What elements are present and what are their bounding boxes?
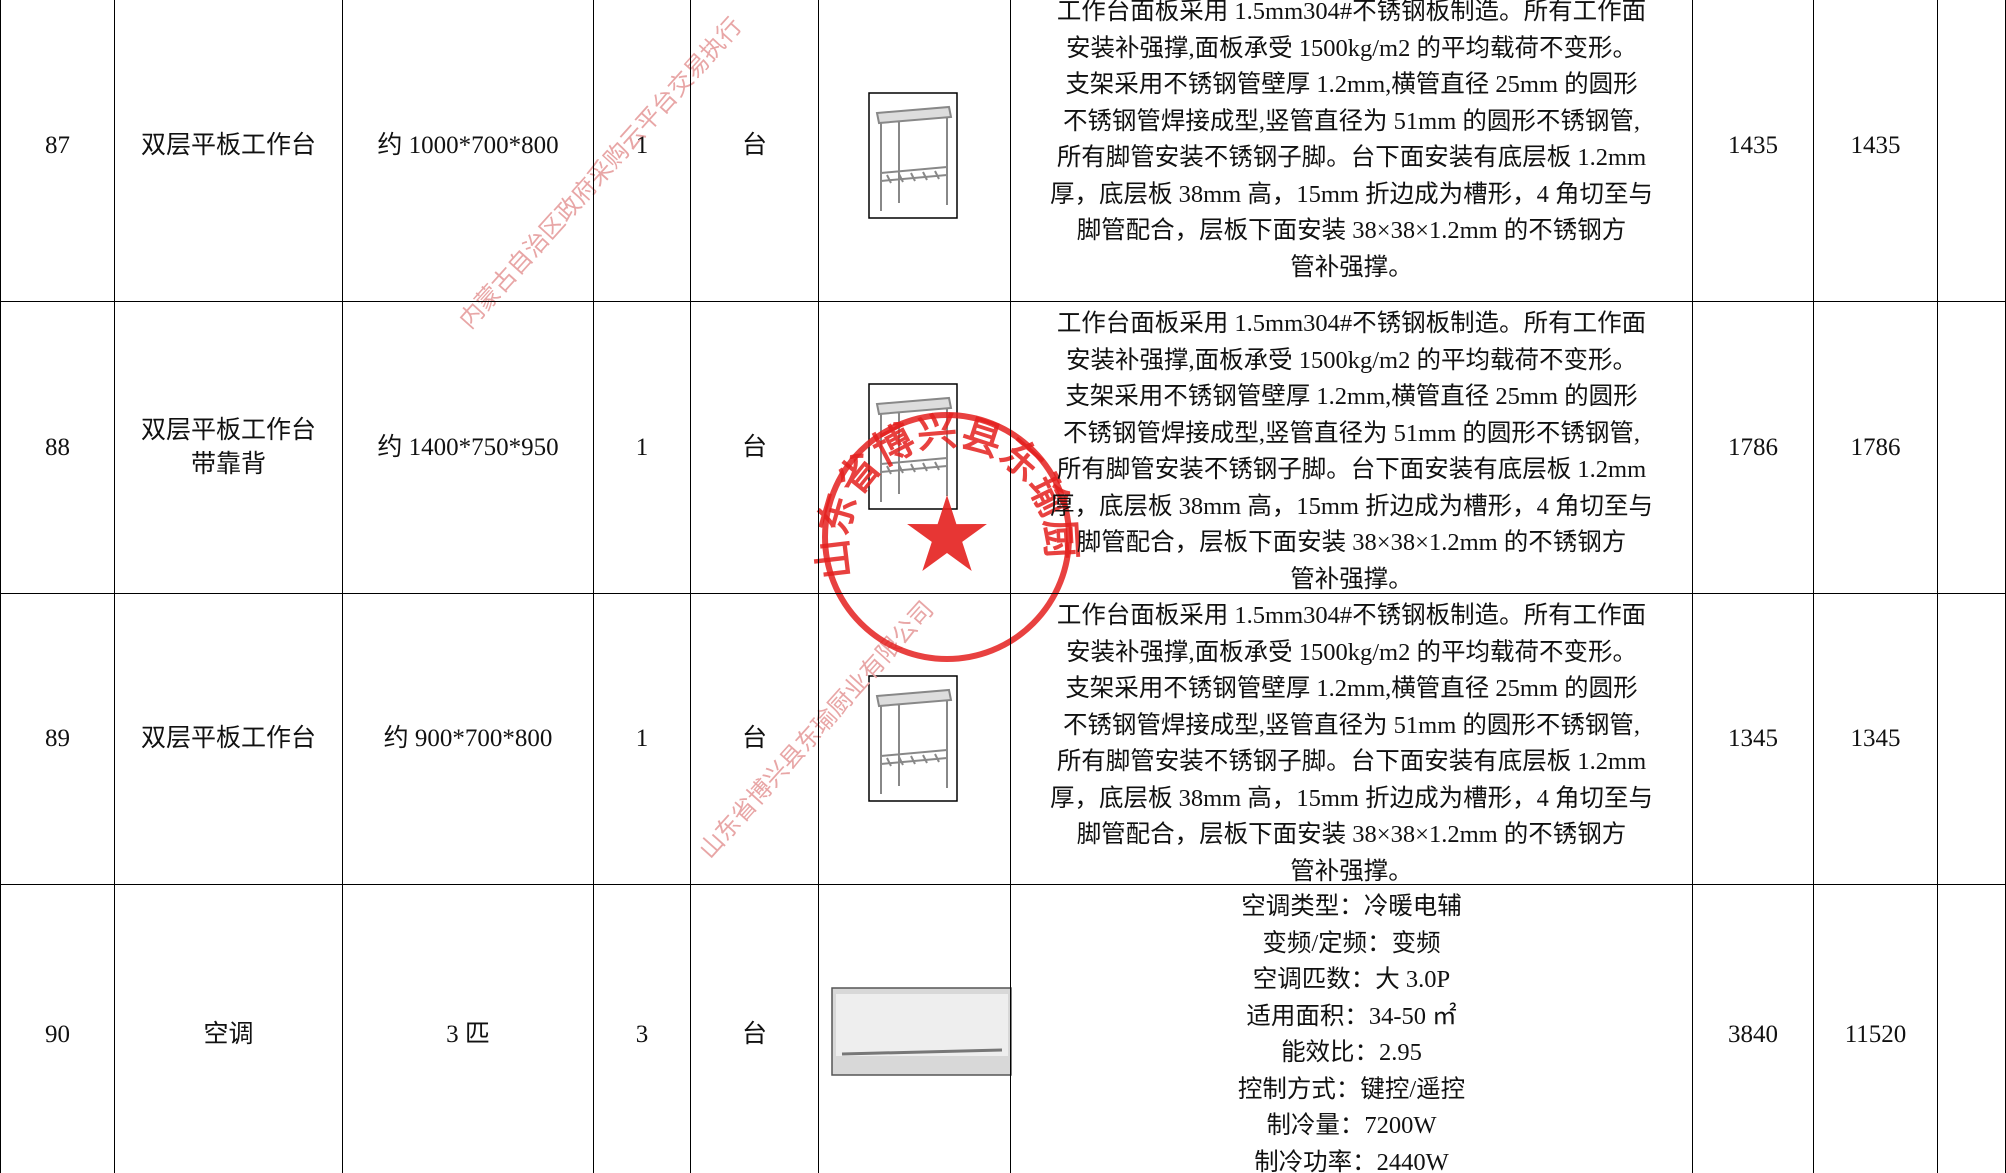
cell-no: 88 bbox=[0, 302, 115, 594]
description-line: 工作台面板采用 1.5mm304#不锈钢板制造。所有工作面 bbox=[1056, 0, 1647, 25]
description-line: 控制方式：键控/遥控 bbox=[1237, 1075, 1466, 1103]
description-line: 管补强撑。 bbox=[1290, 253, 1413, 281]
cell-description: 工作台面板采用 1.5mm304#不锈钢板制造。所有工作面 安装补强撑,面板承受 … bbox=[1011, 0, 1693, 302]
description-line: 安装补强撑,面板承受 1500kg/m2 的平均载荷不变形。 bbox=[1066, 638, 1637, 666]
cell-qty: 3 bbox=[594, 885, 691, 1173]
description-line: 所有脚管安装不锈钢子脚。台下面安装有底层板 1.2mm bbox=[1056, 144, 1647, 171]
description-line: 制冷量：7200W bbox=[1266, 1112, 1437, 1139]
cell-name: 空调 bbox=[115, 885, 343, 1173]
cell-price: 1786 bbox=[1693, 302, 1814, 594]
description-line: 所有脚管安装不锈钢子脚。台下面安装有底层板 1.2mm bbox=[1056, 456, 1647, 483]
name-line: 双层平板工作台 bbox=[140, 416, 316, 444]
cell-price: 1345 bbox=[1693, 594, 1814, 885]
name-line: 双层平板工作台 bbox=[140, 131, 316, 159]
cell bbox=[819, 302, 1011, 594]
description-line: 制冷功率：2440W bbox=[1254, 1148, 1449, 1173]
description-line: 脚管配合，层板下面安装 38×38×1.2mm 的不锈钢方 bbox=[1076, 821, 1627, 848]
name-line: 双层平板工作台 bbox=[140, 725, 316, 752]
description-line: 适用面积：34-50 ㎡ bbox=[1246, 1002, 1457, 1030]
cell-name: 双层平板工作台 bbox=[115, 0, 343, 302]
description-line: 厚，底层板 38mm 高，15mm 折边成为槽形，4 角切至与 bbox=[1050, 492, 1653, 520]
description-line: 安装补强撑,面板承受 1500kg/m2 的平均载荷不变形。 bbox=[1066, 34, 1637, 62]
cell-spec: 约 1400*750*950 bbox=[343, 302, 594, 594]
cell-qty: 1 bbox=[594, 302, 691, 594]
cell-total: 11520 bbox=[1814, 885, 1938, 1173]
description-line: 所有脚管安装不锈钢子脚。台下面安装有底层板 1.2mm bbox=[1056, 748, 1647, 775]
cell-no: 89 bbox=[0, 594, 115, 885]
cell-price: 1435 bbox=[1693, 0, 1814, 302]
cell-spec: 约 1000*700*800 bbox=[343, 0, 594, 302]
description-line: 厚，底层板 38mm 高，15mm 折边成为槽形，4 角切至与 bbox=[1050, 180, 1653, 208]
cell-spec: 3 匹 bbox=[343, 885, 594, 1173]
description-line: 管补强撑。 bbox=[1290, 565, 1413, 593]
cell-name: 双层平板工作台 带靠背 bbox=[115, 302, 343, 594]
description-line: 厚，底层板 38mm 高，15mm 折边成为槽形，4 角切至与 bbox=[1050, 784, 1653, 812]
cell bbox=[819, 0, 1011, 302]
cell-qty: 1 bbox=[594, 594, 691, 885]
description-line: 工作台面板采用 1.5mm304#不锈钢板制造。所有工作面 bbox=[1056, 310, 1647, 337]
cell-unit: 台 bbox=[691, 885, 819, 1173]
description-line: 脚管配合，层板下面安装 38×38×1.2mm 的不锈钢方 bbox=[1076, 217, 1627, 244]
description-line: 管补强撑。 bbox=[1290, 857, 1413, 885]
cell-spec: 约 900*700*800 bbox=[343, 594, 594, 885]
cell bbox=[1938, 0, 2006, 302]
cell-description: 空调类型：冷暖电辅 变频/定频：变频 空调匹数：大 3.0P 适用面积：34-50 ㎡… bbox=[1011, 885, 1693, 1173]
cell-no: 87 bbox=[0, 0, 115, 302]
cell bbox=[819, 594, 1011, 885]
cell bbox=[1938, 885, 2006, 1173]
name-line: 带靠背 bbox=[190, 450, 266, 478]
cell-unit: 台 bbox=[691, 302, 819, 594]
cell-total: 1345 bbox=[1814, 594, 1938, 885]
cell-total: 1435 bbox=[1814, 0, 1938, 302]
description-line: 支架采用不锈钢管壁厚 1.2mm,横管直径 25mm 的圆形 bbox=[1065, 675, 1638, 702]
cell-no: 90 bbox=[0, 885, 115, 1173]
description-line: 支架采用不锈钢管壁厚 1.2mm,横管直径 25mm 的圆形 bbox=[1065, 71, 1638, 98]
cell bbox=[1938, 302, 2006, 594]
cell-unit: 台 bbox=[691, 594, 819, 885]
cell-description: 工作台面板采用 1.5mm304#不锈钢板制造。所有工作面 安装补强撑,面板承受 … bbox=[1011, 594, 1693, 885]
description-line: 空调类型：冷暖电辅 bbox=[1241, 893, 1462, 920]
cell-qty: 1 bbox=[594, 0, 691, 302]
description-line: 变频/定频：变频 bbox=[1262, 929, 1441, 957]
description-line: 不锈钢管焊接成型,竖管直径为 51mm 的圆形不锈钢管, bbox=[1062, 107, 1641, 135]
cell bbox=[1938, 594, 2006, 885]
cell-total: 1786 bbox=[1814, 302, 1938, 594]
description-line: 不锈钢管焊接成型,竖管直径为 51mm 的圆形不锈钢管, bbox=[1062, 711, 1641, 739]
cell-unit: 台 bbox=[691, 0, 819, 302]
cell bbox=[819, 885, 1011, 1173]
description-line: 空调匹数：大 3.0P bbox=[1252, 966, 1451, 993]
cell-description: 工作台面板采用 1.5mm304#不锈钢板制造。所有工作面 安装补强撑,面板承受 … bbox=[1011, 302, 1693, 594]
cell-name: 双层平板工作台 bbox=[115, 594, 343, 885]
description-line: 安装补强撑,面板承受 1500kg/m2 的平均载荷不变形。 bbox=[1066, 346, 1637, 374]
description-line: 脚管配合，层板下面安装 38×38×1.2mm 的不锈钢方 bbox=[1076, 529, 1627, 556]
description-line: 不锈钢管焊接成型,竖管直径为 51mm 的圆形不锈钢管, bbox=[1062, 419, 1641, 447]
description-line: 工作台面板采用 1.5mm304#不锈钢板制造。所有工作面 bbox=[1056, 602, 1647, 629]
cell-price: 3840 bbox=[1693, 885, 1814, 1173]
description-line: 支架采用不锈钢管壁厚 1.2mm,横管直径 25mm 的圆形 bbox=[1065, 383, 1638, 410]
description-line: 能效比：2.95 bbox=[1281, 1039, 1422, 1066]
name-line: 空调 bbox=[203, 1020, 254, 1048]
